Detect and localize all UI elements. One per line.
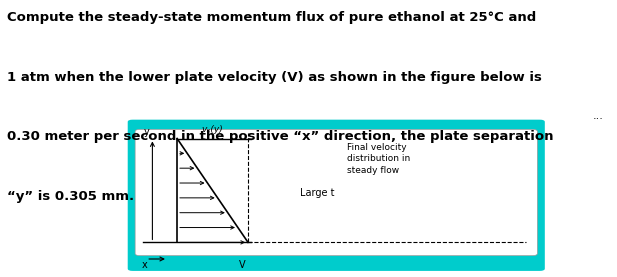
- Text: Compute the steady-state momentum flux of pure ethanol at 25°C and: Compute the steady-state momentum flux o…: [7, 11, 537, 24]
- Text: Final velocity
distribution in
steady flow: Final velocity distribution in steady fl…: [347, 143, 410, 175]
- FancyBboxPatch shape: [135, 129, 537, 256]
- FancyBboxPatch shape: [128, 120, 545, 271]
- Text: y: y: [144, 127, 149, 137]
- Text: “y” is 0.305 mm.: “y” is 0.305 mm.: [7, 190, 135, 203]
- Text: 0.30 meter per second in the positive “x” direction, the plate separation: 0.30 meter per second in the positive “x…: [7, 130, 554, 143]
- Text: vₓ(y): vₓ(y): [202, 125, 223, 134]
- Text: Large t: Large t: [300, 188, 335, 198]
- Text: x: x: [142, 260, 148, 270]
- Text: V: V: [239, 260, 245, 270]
- Text: ...: ...: [592, 111, 603, 121]
- Text: 1 atm when the lower plate velocity (V) as shown in the figure below is: 1 atm when the lower plate velocity (V) …: [7, 71, 542, 84]
